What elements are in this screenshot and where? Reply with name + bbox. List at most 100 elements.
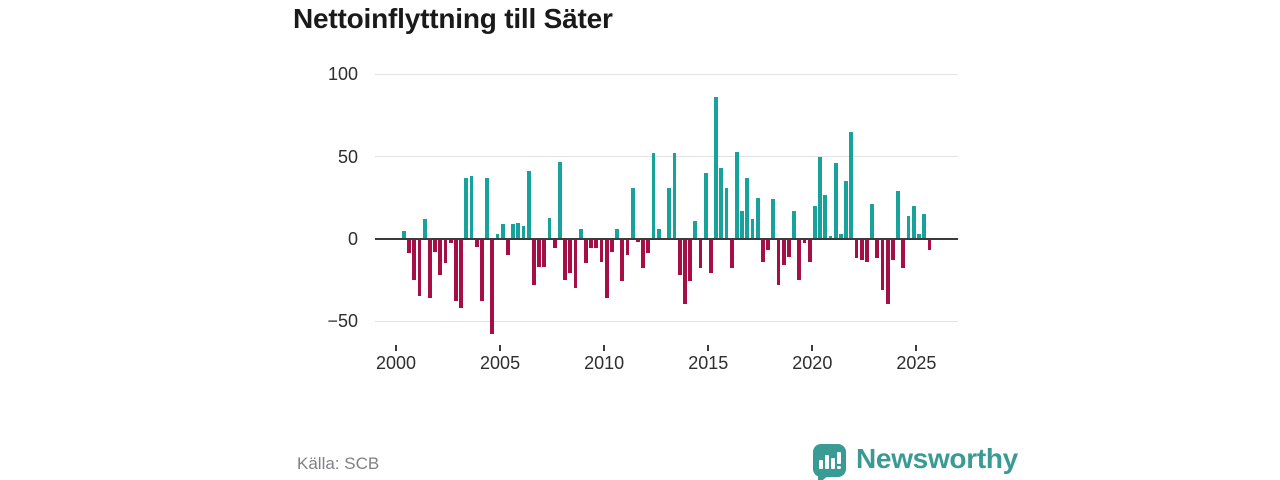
bar — [844, 181, 849, 239]
source-text: Källa: SCB — [297, 454, 380, 473]
bar — [568, 240, 573, 274]
bar — [505, 240, 510, 255]
bar — [500, 224, 505, 239]
bar — [537, 240, 541, 267]
bar — [516, 222, 521, 239]
x-tick-label: 2010 — [584, 353, 625, 373]
bar — [443, 240, 448, 264]
bar — [448, 240, 453, 244]
chart-title: Nettoinflyttning till Säter — [293, 3, 613, 34]
bar — [708, 240, 713, 274]
bar — [859, 240, 864, 260]
bar — [714, 97, 718, 239]
bar — [724, 187, 729, 239]
bar — [870, 204, 875, 239]
bar — [615, 229, 620, 239]
bar — [490, 240, 495, 335]
bar — [578, 229, 583, 239]
bar — [589, 240, 594, 249]
bar — [464, 178, 469, 239]
bar — [719, 168, 724, 239]
bar — [693, 220, 698, 239]
bar — [786, 240, 791, 257]
bar — [547, 217, 552, 239]
bar — [833, 163, 838, 239]
y-tick-label: 50 — [337, 146, 358, 167]
bar — [646, 240, 651, 254]
bar — [469, 176, 474, 239]
bar — [688, 240, 692, 282]
x-tick-mark — [811, 345, 814, 351]
bar — [865, 240, 869, 262]
bar — [781, 240, 786, 265]
bar — [703, 173, 708, 239]
bar — [485, 178, 489, 239]
bar — [839, 234, 843, 239]
bar — [511, 224, 515, 239]
bar — [755, 197, 760, 239]
bar — [563, 240, 568, 280]
bar — [532, 240, 536, 285]
bar — [625, 240, 630, 255]
bar — [667, 187, 672, 239]
x-tick-mark — [603, 345, 606, 351]
bar — [495, 234, 500, 239]
grid-line — [375, 155, 958, 158]
bar — [880, 240, 885, 290]
bar — [802, 240, 807, 244]
bar-chart-speech-bubble-icon — [813, 444, 846, 477]
bar — [682, 240, 687, 305]
bar — [901, 240, 906, 269]
bar — [807, 240, 812, 262]
bar — [459, 240, 463, 308]
x-tick-label: 2015 — [688, 353, 729, 373]
bar — [854, 240, 859, 259]
bar — [656, 229, 661, 239]
bar — [885, 240, 890, 305]
bar — [412, 240, 417, 280]
bar — [641, 240, 646, 269]
bar — [433, 240, 437, 252]
bar — [823, 194, 828, 239]
y-tick-label: 0 — [347, 229, 358, 249]
x-tick-label: 2025 — [896, 353, 937, 373]
bar — [636, 240, 640, 242]
bar — [453, 240, 458, 302]
bar — [552, 240, 557, 249]
bar — [875, 240, 880, 259]
bar — [630, 187, 635, 239]
x-tick-mark — [915, 345, 918, 351]
bar — [558, 161, 562, 239]
bar — [917, 234, 921, 239]
bar — [896, 191, 901, 239]
bar — [849, 131, 854, 239]
bar — [651, 153, 656, 239]
bar — [776, 240, 781, 285]
zero-line — [375, 237, 958, 241]
bar — [584, 240, 588, 264]
x-tick-label: 2020 — [792, 353, 833, 373]
bar — [740, 211, 744, 239]
x-tick-mark — [394, 345, 397, 351]
bar — [610, 240, 614, 252]
bar — [438, 240, 443, 275]
bar — [818, 156, 823, 239]
bar — [906, 215, 911, 239]
bar — [760, 240, 765, 262]
bar — [729, 240, 734, 269]
bar — [927, 240, 932, 251]
bar — [672, 153, 677, 239]
bar — [401, 230, 406, 239]
bar — [677, 240, 682, 275]
grid-line — [375, 73, 958, 76]
speech-bubble-tail — [818, 475, 829, 480]
bar — [734, 151, 739, 239]
bar — [604, 240, 609, 298]
bar — [698, 240, 703, 269]
bar — [427, 240, 432, 298]
bar — [828, 235, 833, 239]
y-tick-label: −50 — [327, 311, 358, 332]
y-tick-label: 100 — [327, 64, 358, 85]
